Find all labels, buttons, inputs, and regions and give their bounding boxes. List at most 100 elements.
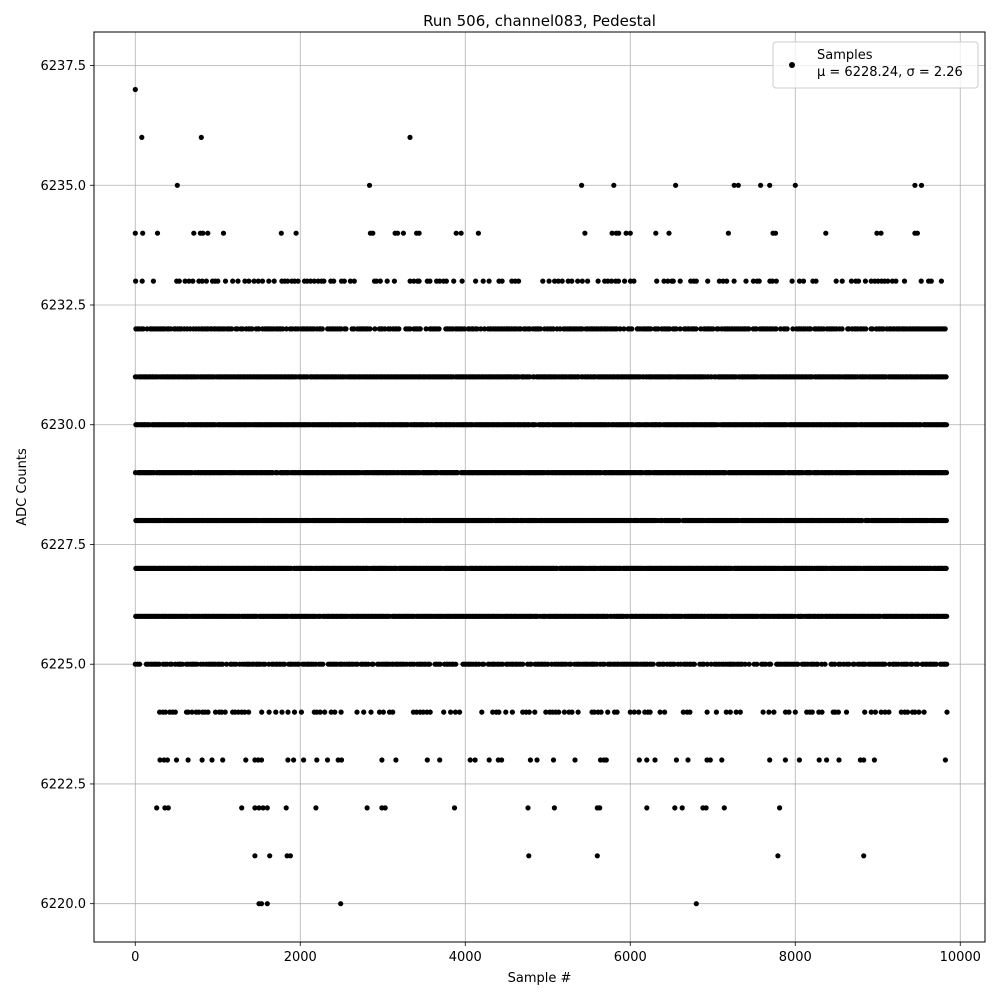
data-point — [205, 709, 211, 715]
data-points — [132, 86, 950, 907]
data-point — [631, 278, 637, 284]
data-point — [295, 278, 301, 284]
data-point — [647, 709, 653, 715]
data-point — [598, 709, 604, 715]
data-point — [846, 661, 852, 667]
data-point — [795, 661, 801, 667]
data-point — [546, 278, 552, 284]
data-point — [179, 661, 186, 667]
data-point — [235, 278, 241, 284]
data-point — [437, 661, 443, 667]
data-point — [355, 661, 361, 667]
data-point — [486, 278, 492, 284]
data-point — [176, 278, 182, 284]
data-point — [792, 709, 798, 715]
data-point — [575, 278, 581, 284]
data-point — [746, 661, 752, 667]
data-point — [282, 661, 288, 667]
data-point — [367, 326, 373, 332]
data-point — [441, 709, 447, 715]
data-point — [691, 661, 698, 667]
data-point — [915, 661, 921, 667]
data-point — [933, 661, 939, 667]
data-point — [819, 709, 825, 715]
data-point — [786, 709, 792, 715]
data-point — [520, 661, 526, 667]
data-point — [343, 326, 349, 332]
data-point — [650, 661, 656, 667]
data-point — [262, 661, 268, 667]
data-point — [784, 326, 790, 332]
data-point — [233, 661, 239, 667]
data-point — [443, 278, 449, 284]
data-point — [448, 709, 454, 715]
data-point — [341, 278, 347, 284]
data-point — [713, 709, 720, 715]
data-point — [657, 709, 663, 715]
data-point — [354, 709, 360, 715]
data-point — [391, 278, 397, 284]
data-point — [370, 661, 376, 667]
data-point — [453, 661, 459, 667]
data-point — [365, 661, 371, 667]
data-point — [754, 661, 760, 667]
data-point — [768, 661, 774, 667]
data-point — [843, 709, 850, 715]
data-point — [427, 278, 433, 284]
data-point — [499, 661, 506, 667]
data-point — [490, 709, 496, 715]
data-point — [139, 278, 145, 284]
data-point — [320, 661, 326, 667]
data-point — [742, 661, 748, 667]
data-point — [259, 709, 265, 715]
data-point — [629, 326, 635, 332]
data-point — [851, 661, 857, 667]
data-point — [822, 661, 828, 667]
data-point — [575, 709, 581, 715]
data-point — [771, 709, 777, 715]
data-point — [372, 326, 378, 332]
data-point — [516, 278, 522, 284]
data-point — [172, 709, 178, 715]
data-point — [671, 661, 678, 667]
data-point — [361, 709, 367, 715]
data-point — [543, 709, 549, 715]
data-point — [133, 278, 139, 284]
data-point — [319, 326, 325, 332]
data-point — [509, 709, 515, 715]
data-point — [242, 709, 248, 715]
data-point — [723, 709, 729, 715]
data-point — [905, 709, 911, 715]
data-point — [559, 278, 565, 284]
data-point — [479, 709, 485, 715]
data-point — [332, 709, 338, 715]
data-point — [285, 709, 291, 715]
data-point — [878, 709, 884, 715]
data-point — [351, 278, 357, 284]
data-point — [203, 278, 209, 284]
data-point — [561, 709, 568, 715]
data-point — [872, 709, 879, 715]
data-point — [631, 709, 637, 715]
data-point — [417, 326, 423, 332]
data-point — [704, 661, 710, 667]
data-point — [868, 709, 874, 715]
data-point — [451, 278, 457, 284]
data-point — [614, 709, 620, 715]
data-point — [654, 278, 660, 284]
data-point — [532, 709, 538, 715]
data-point — [196, 709, 202, 715]
data-point — [427, 661, 433, 667]
data-point — [882, 709, 888, 715]
data-point — [605, 709, 611, 715]
data-point — [944, 613, 950, 619]
data-point — [414, 709, 420, 715]
data-point — [670, 278, 676, 284]
data-point — [246, 278, 252, 284]
data-point — [809, 709, 815, 715]
data-point — [499, 278, 505, 284]
grid — [94, 32, 985, 942]
data-point — [569, 278, 575, 284]
data-point — [556, 709, 562, 715]
data-point — [677, 278, 683, 284]
